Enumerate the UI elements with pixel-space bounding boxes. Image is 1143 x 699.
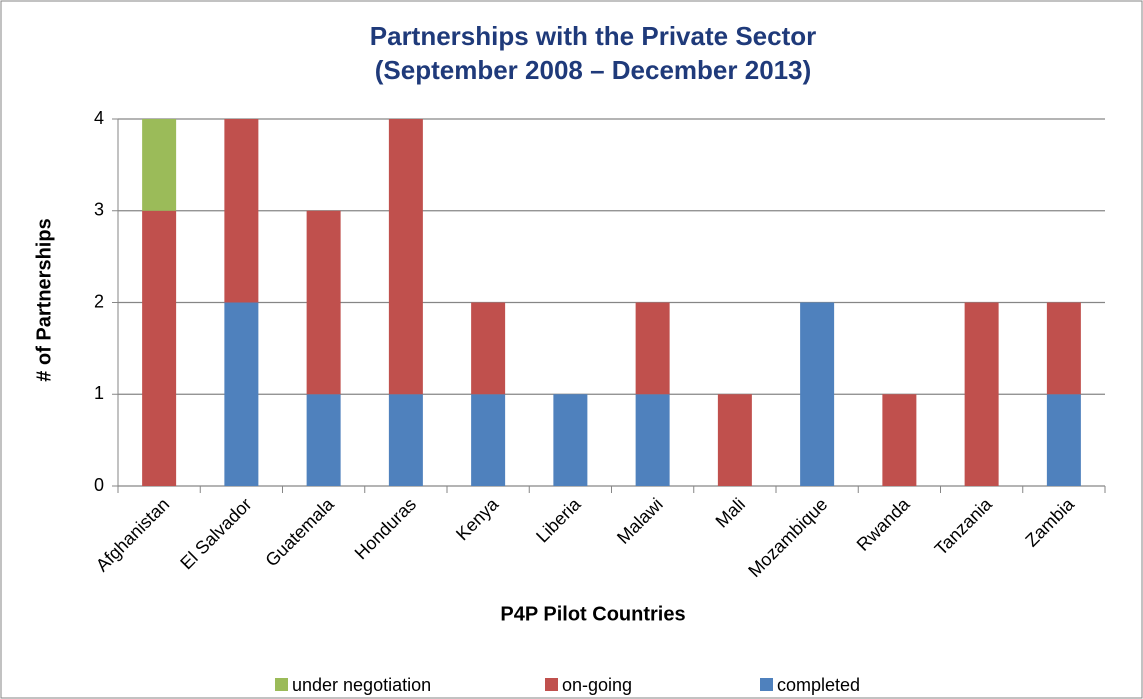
legend-label: on-going: [562, 675, 632, 695]
y-tick-label: 4: [94, 108, 104, 128]
bar-segment: [1046, 302, 1081, 395]
legend-swatch: [760, 678, 773, 691]
bar-segment: [471, 394, 506, 486]
bar-segment: [964, 302, 999, 486]
x-axis-title: P4P Pilot Countries: [500, 603, 685, 625]
y-tick-label: 3: [94, 200, 104, 220]
legend-swatch: [545, 678, 558, 691]
y-tick-label: 2: [94, 291, 104, 311]
bar-segment: [224, 302, 259, 486]
bar-segment: [1046, 394, 1081, 486]
bar-segment: [471, 302, 506, 395]
bar-segment: [142, 119, 177, 211]
bar-segment: [882, 394, 917, 486]
y-axis-title: # of Partnerships: [33, 218, 55, 381]
chart-subtitle: (September 2008 – December 2013): [375, 55, 811, 85]
bar-segment: [224, 119, 259, 303]
bar-segment: [635, 302, 670, 395]
bar-segment: [635, 394, 670, 486]
bar-segment: [142, 210, 177, 486]
legend-label: completed: [777, 675, 860, 695]
legend-swatch: [275, 678, 288, 691]
bar-segment: [388, 119, 423, 395]
bar-segment: [553, 394, 588, 486]
legend-label: under negotiation: [292, 675, 431, 695]
chart-title: Partnerships with the Private Sector: [370, 21, 816, 51]
bar-segment: [306, 394, 341, 486]
y-tick-label: 0: [94, 475, 104, 495]
bar-segment: [800, 302, 835, 486]
bar-segment: [306, 210, 341, 395]
bar-segment: [717, 394, 752, 486]
bar-segment: [388, 394, 423, 486]
y-tick-label: 1: [94, 383, 104, 403]
